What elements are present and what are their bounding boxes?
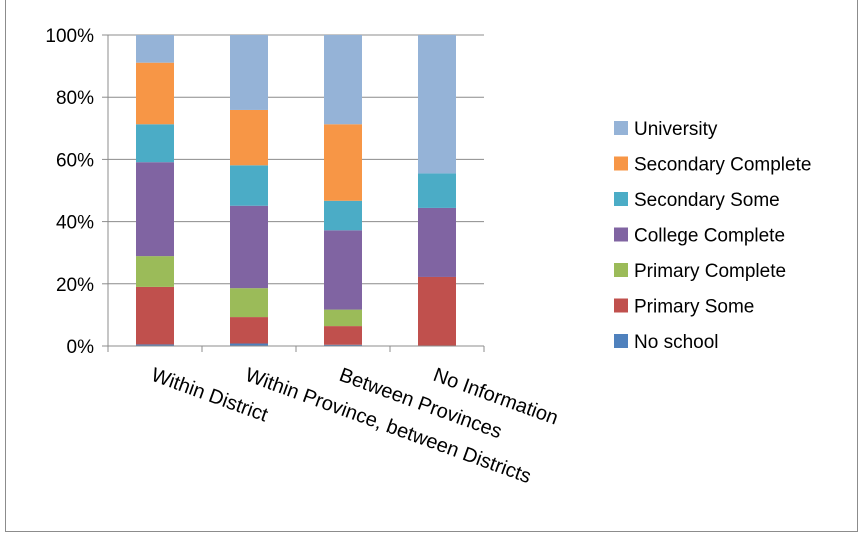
bar-segment-no-school: [324, 344, 362, 346]
bar-segment-secondary-some: [418, 173, 456, 208]
bar-segment-primary-some: [136, 286, 174, 345]
legend-item-primary-complete: Primary Complete: [614, 261, 786, 282]
y-tick-label: 100%: [45, 26, 94, 47]
legend-label: College Complete: [634, 226, 785, 247]
bar-segment-secondary-some: [324, 200, 362, 231]
y-tick-label: 60%: [56, 150, 94, 171]
chart-area: 0% 20% 40% 60% 80% 100% Within District Within…: [5, 0, 858, 532]
legend-item-secondary-complete: Secondary Complete: [614, 155, 811, 176]
bar-segment-college-complete: [418, 207, 456, 277]
bars: [136, 35, 456, 346]
legend-item-college-complete: College Complete: [614, 226, 785, 247]
stacked-bar-chart: 0% 20% 40% 60% 80% 100% Within DistrictWithin…: [45, 26, 811, 488]
bar-segment-primary-some: [324, 326, 362, 345]
legend-swatch: [614, 192, 628, 206]
legend-item-primary-some: Primary Some: [614, 297, 754, 318]
bar-segment-primary-complete: [324, 309, 362, 327]
bar-segment-primary-complete: [136, 256, 174, 287]
y-tick-label: 80%: [56, 88, 94, 109]
legend: University Secondary Complete Secondary So…: [614, 119, 811, 353]
bar-segment-college-complete: [136, 162, 174, 257]
bar-segment-secondary-some: [230, 165, 268, 206]
y-tick-label: 20%: [56, 275, 94, 296]
bar-segment-secondary-complete: [230, 109, 268, 166]
bar-segment-university: [136, 35, 174, 63]
bar-segment-primary-complete: [230, 288, 268, 318]
legend-label: University: [634, 119, 718, 140]
legend-label: Secondary Some: [634, 190, 780, 211]
legend-label: Secondary Complete: [634, 155, 811, 176]
bar-segment-primary-some: [418, 276, 456, 346]
bar-segment-secondary-some: [136, 124, 174, 163]
y-axis-tick-labels: 0% 20% 40% 60% 80% 100%: [45, 26, 94, 358]
bar-segment-university: [324, 35, 362, 125]
legend-item-university: University: [614, 119, 718, 140]
bar-segment-university: [230, 35, 268, 110]
bar-segment-secondary-complete: [136, 62, 174, 125]
axes: [107, 35, 485, 352]
legend-item-secondary-some: Secondary Some: [614, 190, 780, 211]
legend-swatch: [614, 263, 628, 277]
bar-segment-university: [418, 35, 456, 174]
bar-segment-college-complete: [230, 205, 268, 289]
legend-swatch: [614, 121, 628, 135]
bar-segment-secondary-complete: [324, 124, 362, 201]
legend-item-no-school: No school: [614, 332, 719, 353]
bar-segment-college-complete: [324, 230, 362, 310]
legend-label: No school: [634, 332, 719, 353]
legend-swatch: [614, 334, 628, 348]
legend-swatch: [614, 156, 628, 171]
bar-segment-no-school: [136, 344, 174, 346]
y-tick-label: 40%: [56, 213, 94, 234]
legend-label: Primary Some: [634, 297, 754, 318]
legend-swatch: [614, 227, 628, 242]
legend-swatch: [614, 298, 628, 313]
bar-segment-no-school: [230, 343, 268, 346]
bar-segment-primary-some: [230, 317, 268, 344]
y-tick-label: 0%: [67, 337, 95, 358]
legend-label: Primary Complete: [634, 261, 786, 282]
